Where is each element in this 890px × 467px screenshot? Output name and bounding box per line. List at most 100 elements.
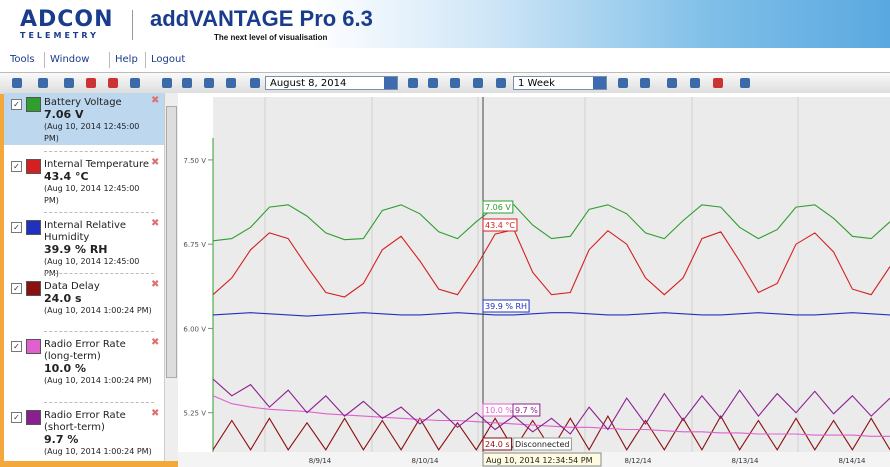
series-line [212, 395, 890, 437]
remove-button[interactable]: ✖ [151, 337, 160, 348]
icon[interactable] [226, 78, 236, 88]
color-swatch [26, 410, 41, 425]
period: 1 Week [518, 78, 555, 89]
remove-button[interactable]: ✖ [151, 279, 160, 290]
series-line [212, 378, 890, 435]
sensor-item[interactable]: ✓ Internal Relative Humidity 39.9 % RH (Aug… [4, 212, 164, 278]
sensor-name: Radio Error Rate (short-term) [44, 410, 126, 433]
icon[interactable] [690, 78, 700, 88]
dropdown[interactable] [593, 77, 606, 89]
separator [44, 212, 154, 213]
remove-button[interactable]: ✖ [151, 408, 160, 419]
series-line [212, 204, 890, 242]
icon[interactable] [64, 78, 74, 88]
checkbox[interactable]: ✓ [11, 412, 22, 423]
icon[interactable] [86, 78, 96, 88]
icon[interactable] [667, 78, 677, 88]
icon[interactable] [130, 78, 140, 88]
icon[interactable] [250, 78, 260, 88]
icon[interactable] [473, 78, 483, 88]
sensor-value: 24.0 s [44, 292, 82, 305]
period-field[interactable]: 1 Week [513, 76, 607, 90]
sensor-value: 9.7 % [44, 433, 79, 446]
sensor-time: (Aug 10, 2014 12:45:00 PM) [44, 184, 140, 205]
checkbox[interactable]: ✓ [11, 341, 22, 352]
icon[interactable] [408, 78, 418, 88]
sensor-item[interactable]: ✓ Battery Voltage 7.06 V (Aug 10, 2014 12:4… [4, 93, 164, 145]
icon[interactable] [428, 78, 438, 88]
menu-item[interactable]: Window [50, 54, 90, 65]
separator [44, 273, 154, 274]
cursor-value-box [482, 437, 513, 451]
menu-item[interactable]: Logout [151, 54, 186, 65]
sensor-value: 43.4 °C [44, 170, 89, 183]
cursor-value: 7.06 V [485, 203, 511, 212]
sensor-item[interactable]: ✓ Data Delay 24.0 s (Aug 10, 2014 1:00:24 P… [4, 273, 164, 333]
icon[interactable] [740, 78, 750, 88]
icon[interactable] [450, 78, 460, 88]
remove-button[interactable]: ✖ [151, 95, 160, 106]
menu-item[interactable]: Help [115, 54, 138, 65]
series-line [212, 312, 890, 317]
separator [44, 402, 154, 403]
sensor-name: Internal Relative Humidity [44, 220, 127, 243]
x-tick-label: 8/12/14 [625, 457, 653, 465]
sensor-name: Radio Error Rate (long-term) [44, 339, 126, 362]
sensor-item[interactable]: ✓ Radio Error Rate (short-term) 9.7 % (Aug … [4, 402, 164, 461]
icon[interactable] [496, 78, 506, 88]
sensor-info: Internal Temperature 43.4 °C (Aug 10, 2014… [44, 159, 156, 207]
icon[interactable] [713, 78, 723, 88]
toolbar: August 8, 2014 1 Week [0, 72, 890, 94]
logo-sub: TELEMETRY [20, 31, 99, 40]
dropdown[interactable] [384, 77, 397, 89]
icon[interactable] [38, 78, 48, 88]
x-tick-label: 8/14/14 [839, 457, 867, 465]
separator [109, 52, 110, 68]
checkbox[interactable]: ✓ [11, 283, 22, 294]
app-title: addVANTAGE Pro 6.3 [150, 6, 373, 31]
status-box [512, 437, 572, 451]
cursor-value-box [482, 299, 530, 313]
icon[interactable] [182, 78, 192, 88]
icon[interactable] [618, 78, 628, 88]
color-swatch [26, 159, 41, 174]
separator [44, 52, 45, 68]
date-field[interactable]: August 8, 2014 [265, 76, 398, 90]
cursor-time: Aug 10, 2014 12:34:54 PM [486, 456, 593, 465]
menu-item[interactable]: Tools [10, 54, 35, 65]
x-tick-label: 8/9/14 [309, 457, 332, 465]
sensor-name: Battery Voltage [44, 97, 122, 108]
sensor-item[interactable]: ✓ Internal Temperature 43.4 °C (Aug 10, 201… [4, 151, 164, 211]
cursor-value: 39.9 % RH [485, 302, 527, 311]
header: ADCON TELEMETRY addVANTAGE Pro 6.3 The n… [0, 0, 890, 48]
remove-button[interactable]: ✖ [151, 157, 160, 168]
checkbox[interactable]: ✓ [11, 222, 22, 233]
cursor-value: 10.0 % [485, 406, 513, 415]
color-swatch [26, 339, 41, 354]
color-swatch [26, 97, 41, 112]
menu-bar: Tools Window Help Logout [0, 48, 890, 72]
cursor-value-box [482, 200, 514, 214]
checkbox[interactable]: ✓ [11, 99, 22, 110]
icon[interactable] [640, 78, 650, 88]
icon[interactable] [162, 78, 172, 88]
icon[interactable] [108, 78, 118, 88]
sensor-info: Data Delay 24.0 s (Aug 10, 2014 1:00:24 PM… [44, 281, 156, 317]
icon[interactable] [12, 78, 22, 88]
scroll-thumb[interactable] [166, 106, 177, 378]
remove-button[interactable]: ✖ [151, 218, 160, 229]
icon[interactable] [204, 78, 214, 88]
cursor-value-box [512, 403, 541, 417]
sensor-value: 10.0 % [44, 362, 86, 375]
logo: ADCON [20, 7, 114, 32]
sensor-name: Internal Temperature [44, 159, 150, 170]
sensor-item[interactable]: ✓ Radio Error Rate (long-term) 10.0 % (Aug … [4, 331, 164, 391]
sensor-time: (Aug 10, 2014 1:00:24 PM) [44, 306, 152, 315]
cursor-value: 43.4 °C [485, 221, 515, 230]
checkbox[interactable]: ✓ [11, 161, 22, 172]
y-tick-label: 5.25 V [183, 410, 206, 418]
sensor-value: 7.06 V [44, 108, 84, 121]
sensor-info: Radio Error Rate (long-term) 10.0 % (Aug 1… [44, 339, 156, 387]
sensor-info: Radio Error Rate (short-term) 9.7 % (Aug 1… [44, 410, 156, 458]
